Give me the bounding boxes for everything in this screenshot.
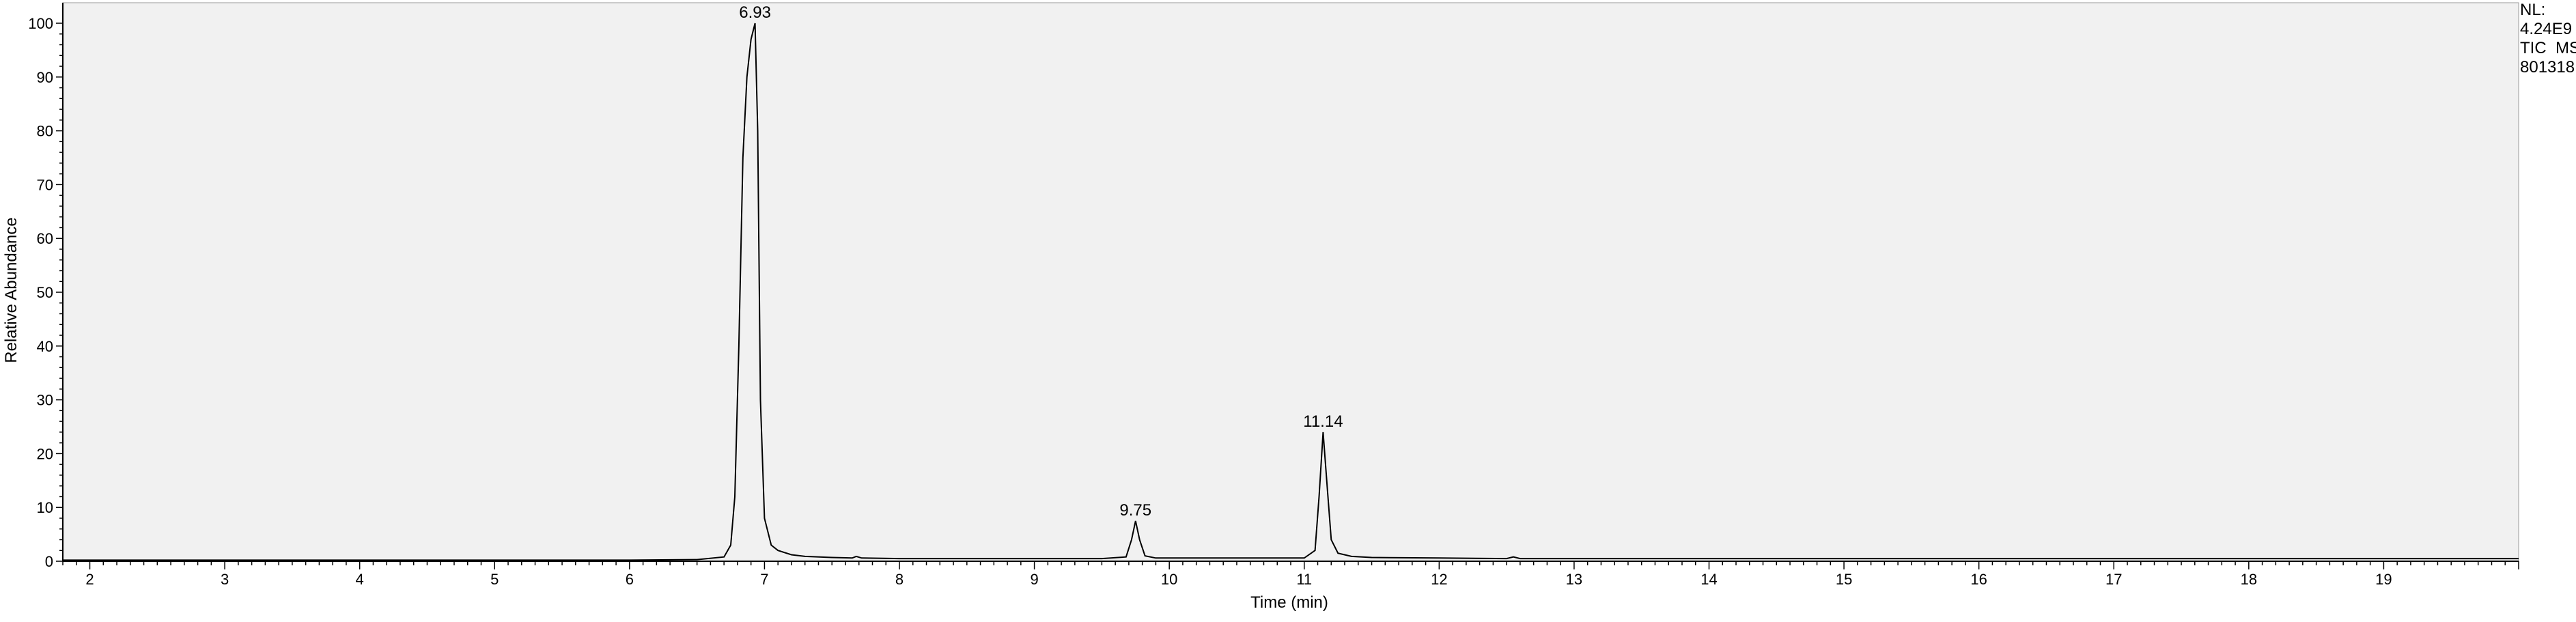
x-axis-title: Time (min) <box>1250 593 1328 612</box>
x-tick-label: 5 <box>490 571 499 588</box>
y-tick-label: 30 <box>37 392 53 409</box>
x-tick-label: 9 <box>1030 571 1038 588</box>
x-tick-label: 12 <box>1431 571 1447 588</box>
y-tick-label: 0 <box>45 553 53 570</box>
x-tick-label: 17 <box>2105 571 2122 588</box>
info-file-id: 801318 <box>2520 58 2575 76</box>
x-tick-label: 2 <box>85 571 94 588</box>
info-scan-type: TIC MS <box>2520 39 2576 57</box>
info-nl-label: NL: <box>2520 1 2545 19</box>
peak-label: 11.14 <box>1303 412 1343 431</box>
y-tick-label: 60 <box>37 230 53 247</box>
y-axis: 0 10 20 30 40 50 60 70 80 90 100 <box>28 3 64 570</box>
y-tick-label: 70 <box>37 176 53 193</box>
y-tick-label: 10 <box>37 499 53 516</box>
x-tick-label: 11 <box>1296 571 1312 588</box>
y-tick-label: 50 <box>37 284 53 301</box>
y-tick-label: 80 <box>37 123 53 140</box>
y-tick-label: 90 <box>37 69 53 86</box>
info-nl-value: 4.24E9 <box>2520 20 2572 38</box>
peak-labels: 6.93 9.75 11.14 <box>739 3 1343 520</box>
x-tick-label: 13 <box>1566 571 1582 588</box>
x-axis: 2 3 4 5 6 7 8 9 10 11 12 13 14 15 16 17 18 19 <box>62 561 2519 588</box>
tic-trace-line <box>63 23 2519 561</box>
y-tick-label: 40 <box>37 338 53 355</box>
info-box: NL: 4.24E9 TIC MS 801318 <box>2520 1 2576 76</box>
x-tick-label: 7 <box>760 571 768 588</box>
x-tick-label: 8 <box>895 571 904 588</box>
plot-background <box>62 2 2519 562</box>
x-tick-label: 4 <box>356 571 364 588</box>
x-tick-label: 15 <box>1836 571 1852 588</box>
y-tick-label: 100 <box>28 15 53 32</box>
x-tick-label: 14 <box>1700 571 1717 588</box>
x-tick-label: 10 <box>1161 571 1177 588</box>
x-tick-label: 6 <box>626 571 634 588</box>
x-tick-label: 18 <box>2241 571 2257 588</box>
y-tick-label: 20 <box>37 445 53 462</box>
peak-label: 9.75 <box>1119 501 1151 520</box>
peak-label: 6.93 <box>739 3 771 22</box>
y-axis-title: Relative Abundance <box>2 217 20 363</box>
x-tick-label: 16 <box>1970 571 1987 588</box>
x-tick-label: 19 <box>2375 571 2392 588</box>
x-tick-label: 3 <box>221 571 229 588</box>
